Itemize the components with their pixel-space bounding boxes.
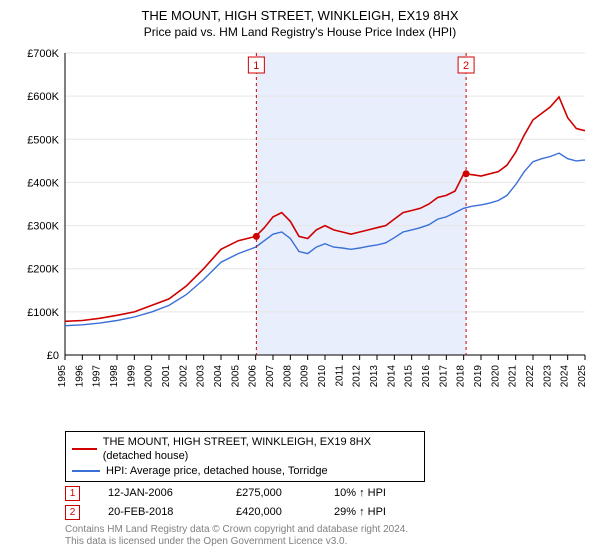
svg-text:2008: 2008 <box>282 365 293 388</box>
svg-text:£500K: £500K <box>27 134 59 146</box>
svg-text:2009: 2009 <box>300 365 311 388</box>
chart-container: THE MOUNT, HIGH STREET, WINKLEIGH, EX19 … <box>0 0 600 552</box>
legend-label: THE MOUNT, HIGH STREET, WINKLEIGH, EX19 … <box>103 435 418 464</box>
sale-date: 12-JAN-2006 <box>108 487 208 499</box>
svg-text:2012: 2012 <box>352 365 363 388</box>
sales-table: 1 12-JAN-2006 £275,000 10% ↑ HPI 2 20-FE… <box>65 486 590 520</box>
chart-title: THE MOUNT, HIGH STREET, WINKLEIGH, EX19 … <box>10 8 590 23</box>
svg-text:£200K: £200K <box>27 264 59 276</box>
svg-text:2005: 2005 <box>230 365 241 388</box>
svg-text:2025: 2025 <box>577 365 588 388</box>
svg-text:2021: 2021 <box>508 365 519 388</box>
sale-marker-icon: 2 <box>65 505 80 520</box>
svg-text:2020: 2020 <box>490 365 501 388</box>
sale-row: 2 20-FEB-2018 £420,000 29% ↑ HPI <box>65 505 590 520</box>
svg-text:2016: 2016 <box>421 365 432 388</box>
svg-text:2: 2 <box>463 60 469 72</box>
svg-text:£0: £0 <box>47 350 59 362</box>
svg-text:2007: 2007 <box>265 365 276 388</box>
legend-swatch <box>72 448 97 450</box>
svg-text:1996: 1996 <box>74 365 85 388</box>
svg-text:£600K: £600K <box>27 91 59 103</box>
svg-text:2018: 2018 <box>456 365 467 388</box>
svg-text:£700K: £700K <box>27 48 59 60</box>
sale-diff: 29% ↑ HPI <box>334 506 424 518</box>
svg-text:2004: 2004 <box>213 365 224 388</box>
svg-text:2013: 2013 <box>369 365 380 388</box>
footer-line: Contains HM Land Registry data © Crown c… <box>65 524 590 536</box>
sale-price: £420,000 <box>236 506 306 518</box>
svg-text:2001: 2001 <box>161 365 172 388</box>
chart-subtitle: Price paid vs. HM Land Registry's House … <box>10 25 590 39</box>
svg-text:2000: 2000 <box>144 365 155 388</box>
legend-item: HPI: Average price, detached house, Torr… <box>72 464 418 478</box>
svg-text:1998: 1998 <box>109 365 120 388</box>
svg-text:£300K: £300K <box>27 221 59 233</box>
svg-text:1995: 1995 <box>57 365 68 388</box>
svg-text:£100K: £100K <box>27 307 59 319</box>
svg-text:2011: 2011 <box>334 365 345 387</box>
sale-diff: 10% ↑ HPI <box>334 487 424 499</box>
svg-text:2023: 2023 <box>542 365 553 388</box>
legend-swatch <box>72 470 100 472</box>
sale-row: 1 12-JAN-2006 £275,000 10% ↑ HPI <box>65 486 590 501</box>
svg-text:2015: 2015 <box>404 365 415 388</box>
chart-svg: £0 £100K £200K £300K £400K £500K £600K £700K 199… <box>10 45 590 425</box>
sale-price: £275,000 <box>236 487 306 499</box>
svg-text:2024: 2024 <box>560 365 571 388</box>
svg-text:2019: 2019 <box>473 365 484 388</box>
footer-line: This data is licensed under the Open Gov… <box>65 536 590 548</box>
svg-text:£400K: £400K <box>27 177 59 189</box>
legend-label: HPI: Average price, detached house, Torr… <box>106 464 328 478</box>
svg-text:1997: 1997 <box>92 365 103 388</box>
svg-text:2017: 2017 <box>438 365 449 388</box>
sale-marker-icon: 1 <box>65 486 80 501</box>
svg-text:2002: 2002 <box>178 365 189 388</box>
svg-text:2003: 2003 <box>196 365 207 388</box>
svg-text:2006: 2006 <box>248 365 259 388</box>
svg-text:2014: 2014 <box>386 365 397 388</box>
legend-item: THE MOUNT, HIGH STREET, WINKLEIGH, EX19 … <box>72 435 418 464</box>
svg-text:2010: 2010 <box>317 365 328 388</box>
footer-attribution: Contains HM Land Registry data © Crown c… <box>65 524 590 548</box>
sale-date: 20-FEB-2018 <box>108 506 208 518</box>
svg-text:1999: 1999 <box>126 365 137 388</box>
svg-text:1: 1 <box>253 60 259 72</box>
chart-plot-area: £0 £100K £200K £300K £400K £500K £600K £700K 199… <box>10 45 590 425</box>
legend-box: THE MOUNT, HIGH STREET, WINKLEIGH, EX19 … <box>65 431 425 482</box>
svg-text:2022: 2022 <box>525 365 536 388</box>
